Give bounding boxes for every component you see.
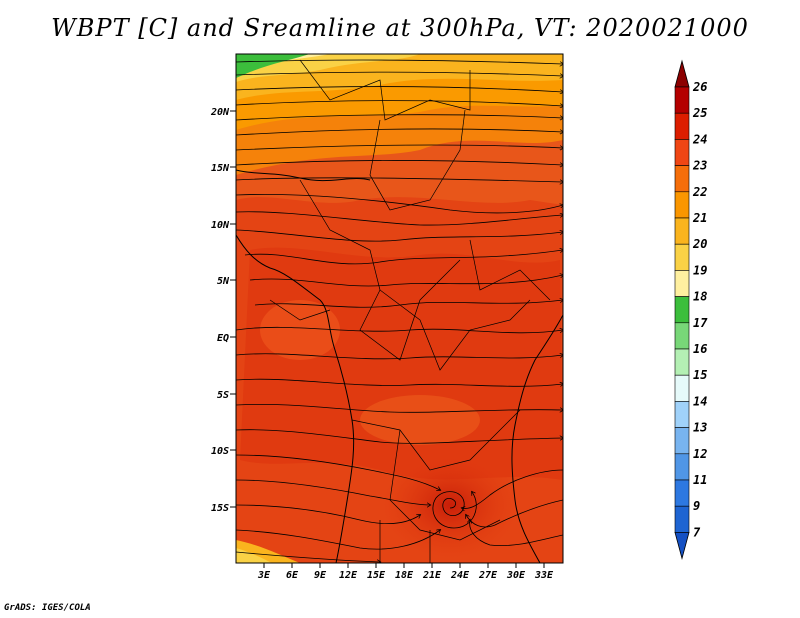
colorbar-swatch	[674, 296, 690, 324]
lat-label-eq: EQ	[217, 333, 229, 344]
colorbar-swatch	[674, 479, 690, 507]
lon-label-15e: 15E	[367, 570, 386, 581]
colorbar-label: 21	[692, 211, 707, 225]
colorbar-label: 19	[693, 263, 707, 277]
colorbar-swatch	[674, 427, 690, 455]
colorbar-swatch	[674, 505, 690, 533]
longitude-axis: 3E 6E 9E 12E 15E 18E 21E 24E 27E 30E 33E	[257, 563, 554, 581]
grads-credit: GrADS: IGES/COLA	[4, 603, 91, 613]
colorbar-label: 25	[692, 106, 707, 120]
lon-label-18e: 18E	[395, 570, 414, 581]
colorbar-label: 12	[693, 447, 707, 461]
lat-label-20n: 20N	[210, 107, 230, 118]
colorbar-swatch	[674, 112, 690, 140]
streamlines	[236, 59, 563, 562]
colorbar-swatch	[674, 270, 690, 297]
lon-label-3e: 3E	[257, 570, 271, 581]
colorbar-label: 23	[692, 159, 707, 173]
colorbar-label: 13	[693, 421, 707, 435]
colorbar-swatch	[674, 401, 690, 428]
lon-label-30e: 30E	[506, 570, 526, 581]
colorbar-swatch	[674, 165, 690, 193]
lon-label-24e: 24E	[450, 570, 470, 581]
map-title: WBPT [C] and Sreamline at 300hPa, VT: 20…	[51, 14, 749, 42]
colorbar-bottom-arrow	[674, 532, 690, 560]
colorbar-top-arrow	[674, 59, 690, 88]
colorbar-label: 24	[692, 132, 707, 146]
lat-label-10n: 10N	[211, 220, 230, 231]
colorbar-swatch	[674, 243, 690, 271]
colorbar-label: 11	[693, 473, 707, 487]
colorbar-label: 20	[692, 237, 707, 251]
colorbar-label: 26	[692, 80, 707, 94]
colorbar-label: 18	[693, 290, 707, 304]
colorbar-swatch	[674, 86, 690, 114]
lon-label-33e: 33E	[534, 570, 554, 581]
colorbar-label: 22	[692, 185, 707, 199]
colorbar-label: 16	[693, 342, 707, 356]
colorbar-swatch	[674, 374, 690, 402]
colorbar-label: 14	[693, 394, 707, 408]
colorbar-swatch	[674, 453, 690, 481]
colorbar-swatch	[674, 322, 690, 350]
colorbar-label: 7	[693, 525, 701, 539]
lon-label-6e: 6E	[286, 570, 299, 581]
colorbar-swatch	[674, 217, 690, 245]
colorbar-label: 9	[693, 499, 700, 513]
lon-label-21e: 21E	[422, 570, 442, 581]
lon-label-9e: 9E	[314, 570, 327, 581]
map-frame	[235, 53, 564, 564]
colorbar-label: 17	[693, 316, 708, 330]
colorbar-swatch	[674, 348, 690, 376]
lat-label-15n: 15N	[211, 163, 230, 174]
lat-label-15s: 15S	[211, 503, 229, 514]
lat-label-10s: 10S	[211, 446, 229, 457]
lon-label-12e: 12E	[339, 570, 358, 581]
colorbar: 26 25 24 23 22 21 20 19 18 17 16 15 14 13 12 11 9 7	[674, 59, 708, 560]
lat-label-5n: 5N	[217, 276, 230, 287]
borders	[269, 59, 551, 563]
lon-label-27e: 27E	[478, 570, 498, 581]
latitude-axis: 20N 15N 10N 5N EQ 5S 10S 15S	[210, 107, 236, 514]
colorbar-swatch	[674, 191, 690, 219]
colorbar-label: 15	[693, 368, 707, 382]
colorbar-swatch	[674, 139, 690, 166]
lat-label-5s: 5S	[217, 390, 229, 401]
